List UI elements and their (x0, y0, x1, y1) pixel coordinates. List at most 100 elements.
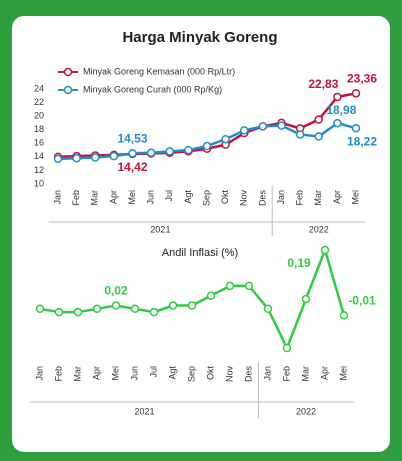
x-tick-label: Feb (71, 190, 81, 206)
point (225, 281, 235, 291)
x-tick-label: Agt (183, 190, 193, 204)
data-label: 0,02 (104, 284, 128, 298)
x-tick-label: Apr (332, 190, 342, 204)
y-tick-label: 24 (34, 83, 44, 93)
legend-label: Minyak Goreng Kemasan (000 Rp/Ltr) (83, 66, 235, 76)
x-tick-label: Mei (338, 366, 348, 381)
point (109, 151, 119, 161)
point (277, 121, 286, 130)
x-tick-label: Feb (281, 366, 291, 382)
x-tick-label: Jul (164, 190, 174, 202)
x-tick-label: Okt (220, 190, 230, 205)
x-tick-label: Jun (129, 366, 139, 381)
x-tick-label: Des (243, 366, 253, 383)
x-tick-label: Jun (146, 190, 156, 205)
data-label: 18,22 (347, 134, 377, 148)
point (206, 291, 216, 300)
point (295, 130, 305, 139)
legend-label: Minyak Goreng Curah (000 Rp/Kg) (83, 84, 222, 94)
x-tick-label: Jan (34, 366, 44, 381)
data-label: 18,98 (326, 103, 356, 117)
point (128, 149, 137, 158)
data-label: 22,83 (308, 77, 338, 91)
x-tick-label: Mar (300, 366, 310, 382)
y-tick-label: 20 (34, 111, 44, 121)
point (149, 307, 159, 317)
x-tick-label: Mar (72, 366, 82, 382)
y-tick-label: 16 (34, 138, 44, 148)
point (263, 304, 273, 314)
point (146, 148, 156, 158)
year-label: 2021 (150, 224, 170, 234)
point (314, 115, 323, 124)
y-tick-label: 12 (34, 165, 44, 175)
point (244, 281, 254, 291)
x-tick-label: Feb (295, 190, 305, 206)
point (111, 301, 121, 310)
point (333, 92, 342, 102)
x-tick-label: Jul (148, 366, 158, 378)
point (351, 123, 361, 133)
x-tick-label: Mei (350, 190, 360, 205)
data-label: 23,36 (347, 72, 377, 86)
x-tick-label: Apr (108, 190, 118, 204)
point (130, 304, 140, 314)
data-label: 14,42 (117, 160, 147, 174)
point (72, 153, 81, 163)
x-tick-label: Mar (313, 190, 323, 206)
x-tick-label: Mar (90, 190, 100, 206)
x-tick-label: Mei (110, 366, 120, 381)
x-tick-label: Nov (224, 366, 234, 383)
point (168, 301, 178, 310)
point (53, 154, 63, 164)
x-tick-label: Okt (205, 366, 215, 381)
x-tick-label: Des (257, 190, 267, 207)
x-tick-label: Feb (53, 366, 63, 382)
year-label: 2022 (309, 224, 329, 234)
x-tick-label: Nov (239, 190, 249, 207)
y-tick-label: 18 (34, 124, 44, 134)
point (351, 89, 361, 98)
y-tick-label: 10 (34, 178, 44, 188)
chart-title: Andil Inflasi (%) (162, 247, 238, 259)
year-label: 2021 (134, 406, 154, 416)
x-tick-label: Jan (262, 366, 272, 381)
data-label: -0,01 (348, 294, 376, 308)
y-tick-label: 22 (34, 97, 44, 107)
point (301, 294, 311, 304)
panel (12, 16, 390, 452)
point (184, 145, 193, 155)
x-tick-label: Jan (52, 190, 62, 205)
legend-marker (63, 85, 73, 95)
x-tick-label: Agt (167, 366, 177, 380)
point (202, 141, 212, 151)
x-tick-label: Jan (276, 190, 286, 205)
x-tick-label: Sep (186, 366, 196, 382)
point (73, 307, 83, 317)
point (282, 343, 292, 353)
point (91, 153, 100, 162)
point (314, 132, 323, 141)
point (187, 301, 197, 310)
point (240, 126, 249, 135)
point (320, 245, 330, 255)
point (35, 304, 45, 314)
point (92, 304, 102, 314)
x-tick-label: Apr (319, 366, 329, 380)
point (333, 118, 342, 128)
chart-title: Harga Minyak Goreng (122, 29, 277, 46)
point (54, 307, 64, 317)
point (165, 147, 174, 156)
data-label: 14,53 (117, 131, 147, 145)
data-label: 0,19 (287, 256, 311, 270)
point (339, 311, 349, 320)
x-tick-label: Mei (127, 190, 137, 205)
y-tick-label: 14 (34, 151, 44, 161)
point (258, 122, 268, 131)
x-tick-label: Apr (91, 366, 101, 380)
year-label: 2022 (296, 406, 316, 416)
legend-marker (63, 67, 73, 77)
point (221, 134, 230, 144)
x-tick-label: Sep (201, 190, 211, 206)
